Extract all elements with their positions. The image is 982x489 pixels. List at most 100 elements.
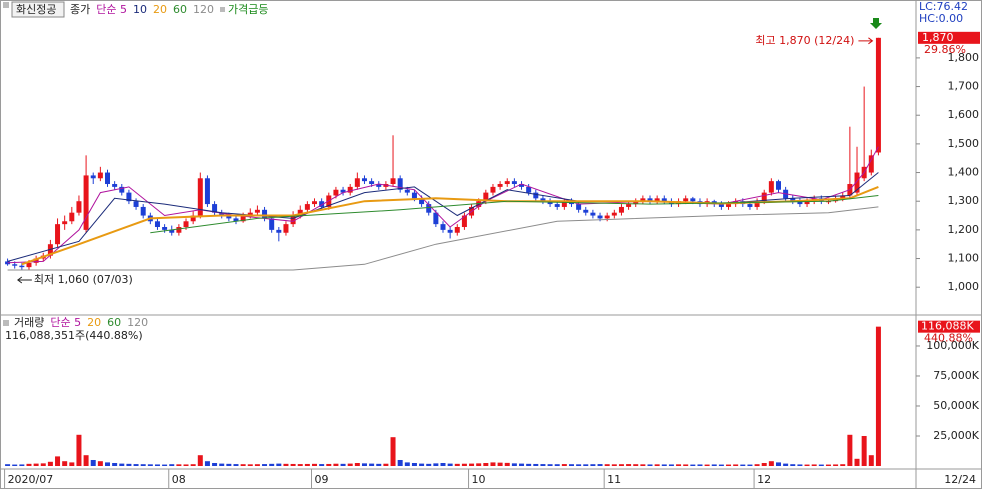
- volume-bar: [554, 464, 560, 466]
- volume-bar: [133, 464, 139, 466]
- candle-body: [576, 204, 582, 210]
- candle-body: [404, 189, 410, 193]
- volume-bar: [290, 463, 296, 466]
- candle-body: [419, 198, 425, 205]
- volume-bar: [97, 461, 103, 466]
- candle-body: [354, 178, 360, 187]
- annotation-low: 최저 1,060 (07/03): [34, 273, 133, 286]
- volume-bar: [583, 464, 589, 466]
- candle-body: [126, 192, 132, 202]
- candle-body: [390, 178, 396, 185]
- volume-bar: [504, 462, 510, 466]
- candle-body: [376, 184, 382, 187]
- candle-body: [454, 227, 460, 233]
- volume-bar: [340, 463, 346, 466]
- x-tick-label: 09: [315, 473, 329, 486]
- volume-bar: [297, 464, 303, 466]
- volume-bar: [447, 463, 453, 466]
- y-tick-label: 50,000K: [933, 399, 979, 412]
- legend-entry: 60: [173, 3, 187, 16]
- candle-body: [233, 218, 239, 222]
- candle-body: [12, 264, 18, 266]
- candle-body: [69, 212, 75, 222]
- candle-body: [647, 198, 653, 202]
- volume-bar: [397, 459, 403, 466]
- candle-body: [461, 215, 467, 228]
- volume-bar: [276, 463, 282, 466]
- volume-bar: [112, 462, 118, 466]
- volume-bar: [469, 463, 475, 466]
- volume-bar: [676, 464, 682, 466]
- volume-bar: [376, 463, 382, 466]
- legend-entry: 거래량: [14, 316, 44, 329]
- candle-body: [297, 209, 303, 216]
- last-price-label: 1,870: [922, 31, 954, 44]
- legend-entry: 단순 5: [96, 3, 127, 16]
- y-tick-label: 1,800: [948, 51, 980, 64]
- volume-bar: [868, 455, 874, 466]
- title-box: [11, 1, 65, 18]
- volume-bar: [47, 461, 53, 466]
- volume-bar: [319, 464, 325, 466]
- volume-bar: [126, 463, 132, 466]
- candle-body: [304, 204, 310, 210]
- ma-line: [7, 146, 879, 264]
- volume-bar: [12, 464, 18, 466]
- candle-body: [490, 186, 496, 193]
- volume-bar: [718, 464, 724, 466]
- candle-body: [661, 198, 667, 202]
- y-tick-label: 1,400: [948, 166, 980, 179]
- volume-info: 116,088,351주(440.88%): [5, 329, 143, 342]
- candle-body: [447, 229, 453, 233]
- volume-bar: [733, 464, 739, 466]
- candle-body: [854, 172, 860, 193]
- candle-body: [262, 209, 268, 219]
- candle-body: [497, 184, 503, 187]
- candle-body: [112, 184, 118, 187]
- candle-body: [140, 206, 146, 216]
- legend-entry: 종가: [70, 3, 90, 16]
- volume-bar: [540, 464, 546, 466]
- candle-body: [33, 258, 39, 263]
- volume-bar: [690, 464, 696, 466]
- volume-bar: [775, 462, 781, 466]
- volume-bar: [119, 463, 125, 466]
- candle-body: [561, 201, 567, 207]
- candle-body: [269, 218, 275, 230]
- volume-bar: [840, 464, 846, 466]
- candle-body: [340, 189, 346, 193]
- volume-bar: [55, 456, 61, 466]
- annotation-arrow: [17, 276, 32, 284]
- ma-line: [7, 172, 879, 262]
- volume-bar: [83, 455, 89, 466]
- volume-bar: [411, 462, 417, 466]
- volume-bar: [497, 462, 503, 466]
- candle-body: [105, 172, 111, 185]
- legend-entry: 단순 5: [50, 316, 81, 329]
- volume-bar: [768, 461, 774, 466]
- volume-bar: [476, 463, 482, 466]
- volume-bar: [683, 464, 689, 466]
- volume-bar: [147, 464, 153, 466]
- volume-bar: [561, 464, 567, 466]
- legend-entry: 가격급등: [228, 3, 268, 16]
- candle-body: [747, 204, 753, 207]
- volume-bar: [875, 326, 881, 466]
- x-end-label: 12/24: [944, 473, 976, 486]
- candle-body: [554, 204, 560, 207]
- legend-entry: 120: [127, 316, 148, 329]
- volume-bar: [176, 464, 182, 466]
- candle-body: [640, 198, 646, 202]
- volume-bar: [283, 463, 289, 466]
- candle-body: [526, 186, 532, 193]
- volume-bar: [162, 464, 168, 466]
- candle-body: [754, 201, 760, 207]
- y-tick-label: 1,100: [948, 252, 980, 265]
- candle-body: [169, 229, 175, 233]
- volume-bar: [183, 464, 189, 466]
- volume-bar: [269, 463, 275, 466]
- candle-body: [440, 224, 446, 230]
- y-tick-label: 1,700: [948, 80, 980, 93]
- candle-body: [369, 181, 375, 185]
- candle-body: [611, 212, 617, 216]
